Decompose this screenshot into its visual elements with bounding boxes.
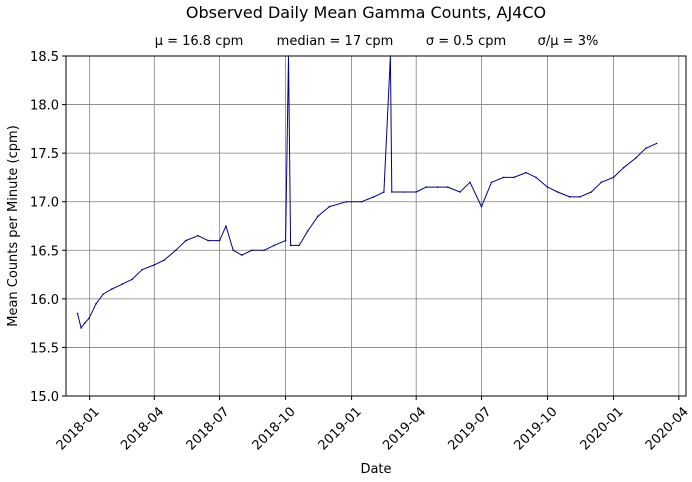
data-point (207, 239, 209, 242)
data-point (141, 268, 143, 271)
data-point (185, 239, 187, 242)
y-tick-label: 16.0 (30, 293, 59, 308)
data-point (111, 288, 113, 290)
y-axis-label: Mean Counts per Minute (cpm) (6, 125, 21, 327)
data-point (80, 327, 82, 329)
plot-frame (65, 55, 687, 397)
x-tick-label: 2018-10 (250, 404, 299, 453)
data-point (513, 176, 515, 179)
data-point (88, 317, 90, 320)
y-tick-label: 18.0 (30, 99, 59, 114)
data-point (556, 191, 559, 193)
data-point (569, 196, 571, 198)
y-tick-label: 18.5 (30, 50, 59, 65)
data-point (546, 186, 549, 188)
data-point (447, 186, 449, 188)
data-point (525, 171, 527, 174)
data-point (373, 196, 375, 198)
data-point (175, 249, 177, 252)
data-point (163, 259, 166, 261)
y-tick-label: 17.0 (30, 196, 59, 211)
y-axis: 15.0 15.5 16.0 16.5 17.0 17.5 18.0 18.5 (30, 50, 66, 405)
x-tick-label: 2018-04 (118, 404, 167, 453)
y-tick-label: 17.5 (30, 147, 59, 162)
x-axis-label: Date (360, 462, 391, 477)
y-tick-label: 16.5 (30, 244, 59, 259)
x-tick-label: 2019-01 (316, 404, 365, 453)
data-point (645, 147, 647, 150)
data-point (459, 191, 461, 193)
data-point (480, 205, 483, 208)
data-point (415, 191, 418, 193)
data-point (579, 196, 581, 198)
data-point (590, 191, 593, 193)
data-point (153, 264, 156, 266)
data-point (289, 244, 292, 247)
data-point (535, 176, 537, 179)
data-point (197, 234, 199, 237)
data-point (490, 181, 493, 184)
y-tick-label: 15.5 (30, 341, 59, 356)
data-point (635, 157, 637, 159)
data-point (76, 312, 79, 315)
data-point (317, 215, 319, 218)
data-point (241, 254, 243, 256)
x-tick-label: 2019-04 (380, 404, 429, 453)
x-tick-label: 2020-04 (643, 404, 692, 453)
data-point (655, 142, 658, 145)
data-point (95, 302, 97, 305)
data-point (612, 176, 615, 179)
data-point (131, 278, 133, 281)
y-tick-label: 15.0 (30, 390, 59, 405)
data-point (328, 205, 331, 208)
data-point (263, 249, 265, 252)
x-tick-label: 2020-01 (578, 404, 627, 453)
data-point (102, 293, 105, 295)
gridlines (66, 55, 686, 397)
x-tick-label: 2018-07 (184, 404, 233, 453)
x-tick-label: 2019-10 (512, 404, 561, 453)
x-axis: 2018-01 2018-04 2018-07 2018-10 2019-01 2019-… (54, 396, 692, 453)
data-point (218, 239, 221, 242)
data-point (425, 186, 428, 188)
data-point (502, 176, 505, 179)
data-point (232, 249, 234, 252)
series-line (77, 55, 657, 329)
data-point (436, 186, 439, 188)
data-line (76, 55, 658, 329)
data-point (600, 181, 603, 184)
x-tick-label: 2018-01 (54, 404, 103, 453)
x-tick-label: 2019-07 (446, 404, 495, 453)
chart-subtitle: μ = 16.8 cpm median = 17 cpm σ = 0.5 cpm… (155, 34, 599, 49)
data-point (251, 249, 253, 252)
data-point (307, 230, 309, 232)
subtitle-ratio: σ/μ = 3% (538, 34, 599, 49)
subtitle-mean: μ = 16.8 cpm (155, 34, 244, 49)
subtitle-median: median = 17 cpm (277, 34, 394, 49)
chart-title: Observed Daily Mean Gamma Counts, AJ4CO (186, 3, 546, 22)
subtitle-sigma: σ = 0.5 cpm (426, 34, 506, 49)
data-point (622, 166, 625, 169)
data-point (391, 191, 393, 193)
data-point (403, 191, 405, 193)
data-point (469, 181, 471, 184)
data-point (121, 283, 123, 286)
data-point (345, 200, 348, 203)
data-point (360, 200, 363, 203)
data-point (83, 322, 86, 324)
data-point (298, 244, 301, 247)
data-point (225, 225, 227, 227)
data-point (383, 191, 385, 193)
data-point (284, 239, 287, 242)
data-point (273, 244, 275, 247)
